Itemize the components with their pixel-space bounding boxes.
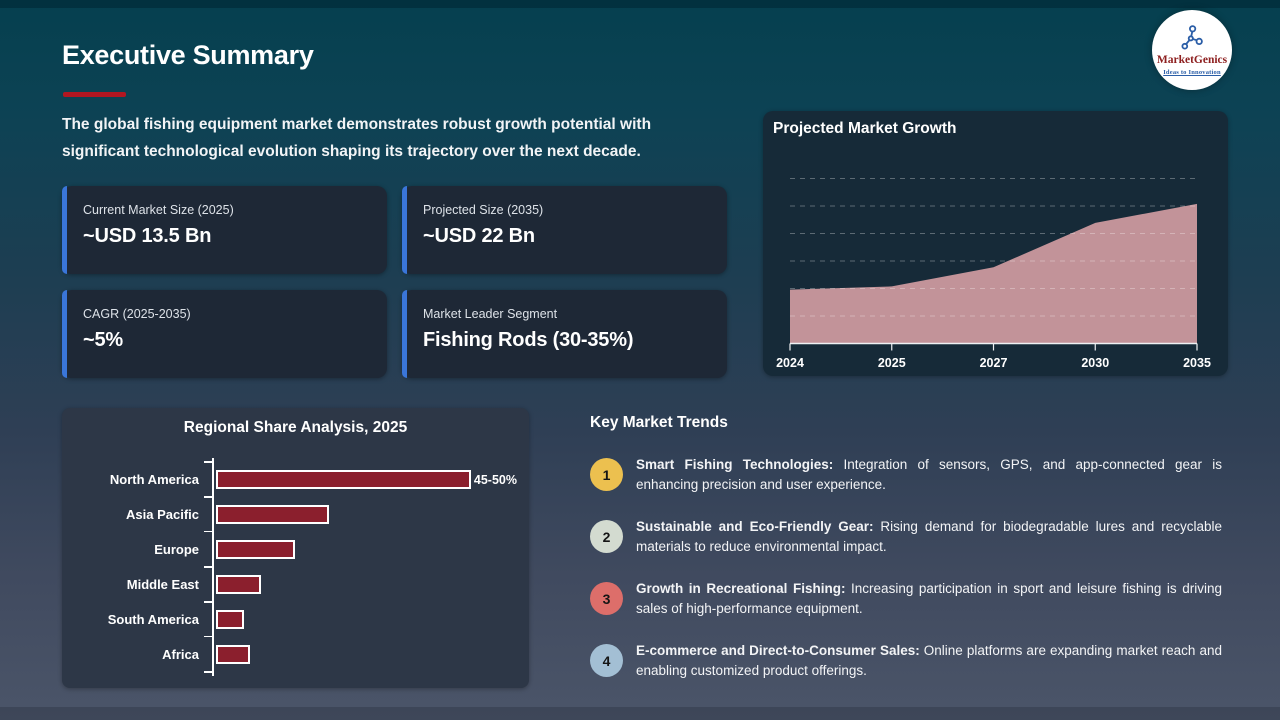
card-accent-bar [62,186,67,274]
bar [216,610,245,629]
bar-rows: North America 45-50% Asia Pacific Europe… [82,462,517,672]
intro-paragraph: The global fishing equipment market demo… [62,116,652,160]
trend-item-sustainable-gear: 2 Sustainable and Eco-Friendly Gear: Ris… [590,517,1222,556]
x-axis-label: 2035 [1183,356,1211,370]
trend-number-badge: 1 [590,458,623,491]
bar-row: Africa [82,637,517,672]
trend-body: Increasing participation in sport and le… [636,581,1222,616]
trend-number-badge: 2 [590,520,623,553]
projected-market-growth-card: Projected Market Growth 2024 2025 2027 2… [763,111,1228,376]
top-edge-band [0,0,1280,8]
x-axis-label: 2030 [1081,356,1110,370]
brand-name: MarketGenics [1156,54,1228,67]
stat-label: Market Leader Segment [423,307,558,321]
y-axis-tick [204,566,212,568]
trend-number-badge: 3 [590,582,623,615]
marketgenics-logo: MarketGenics Ideas to Innovation [1152,10,1232,90]
brand-tagline: Ideas to Innovation [1163,68,1221,76]
section-title: Key Market Trends [590,414,728,431]
x-axis-labels: 2024 2025 2027 2030 2035 [776,356,1211,372]
stat-value: ~USD 22 Bn [423,225,535,247]
y-axis-tick [204,671,212,673]
bar-category-label: Europe [154,542,199,557]
regional-share-analysis-card: Regional Share Analysis, 2025 North Amer… [62,408,529,688]
bar-category-label: North America [109,472,199,487]
trend-lead: Growth in Recreational Fishing: [636,581,846,596]
x-axis-label: 2024 [776,356,804,370]
bar-chart: North America 45-50% Asia Pacific Europe… [82,458,517,676]
area-chart [789,178,1198,354]
chart-title: Regional Share Analysis, 2025 [183,419,408,436]
trend-description: Sustainable and Eco-Friendly Gear: Risin… [636,517,1222,556]
bar-category-label: Asia Pacific [126,507,199,522]
page-title: Executive Summary [62,40,314,70]
y-axis-tick [204,461,212,463]
card-accent-bar [402,186,407,274]
stat-card-grid: Current Market Size (2025) ~USD 13.5 Bn … [62,186,727,378]
x-axis-label: 2025 [877,356,906,370]
stat-card-current-market-size: Current Market Size (2025) ~USD 13.5 Bn [62,186,387,274]
area-chart-canvas [789,178,1198,351]
stat-card-cagr: CAGR (2025-2035) ~5% [62,290,387,378]
title-underline [63,92,126,97]
bar-category-label: South America [107,612,199,627]
trend-body: Rising demand for biodegradable lures an… [636,519,1222,554]
stat-value: Fishing Rods (30-35%) [423,329,634,351]
y-axis-tick [204,496,212,498]
bar-row: North America 45-50% [82,462,517,497]
trend-lead: E-commerce and Direct-to-Consumer Sales: [636,643,920,658]
y-axis-tick [204,635,212,638]
stat-value: ~5% [83,329,123,351]
card-accent-bar [62,290,67,378]
key-market-trends: Key Market Trends 1 Smart Fishing Techno… [590,414,1222,680]
trend-description: E-commerce and Direct-to-Consumer Sales:… [636,641,1222,680]
trend-lead: Sustainable and Eco-Friendly Gear: [636,519,874,534]
trend-body: Integration of sensors, GPS, and app-con… [636,457,1222,492]
stat-card-projected-size: Projected Size (2035) ~USD 22 Bn [402,186,727,274]
stat-card-market-leader: Market Leader Segment Fishing Rods (30-3… [402,290,727,378]
bar-category-label: Middle East [126,577,199,592]
card-accent-bar [402,290,407,378]
stat-label: Projected Size (2035) [423,203,544,217]
trend-item-ecommerce: 4 E-commerce and Direct-to-Consumer Sale… [590,641,1222,680]
bar [216,470,471,489]
stat-value: ~USD 13.5 Bn [83,225,212,247]
network-molecule-icon [1181,25,1203,50]
trend-body: Online platforms are expanding market re… [636,643,1223,678]
bar-value-label: 45-50% [473,472,517,487]
chart-title: Projected Market Growth [773,120,957,137]
trend-description: Smart Fishing Technologies: Integration … [636,455,1222,494]
stat-label: Current Market Size (2025) [83,203,234,217]
trend-item-recreational-fishing: 3 Growth in Recreational Fishing: Increa… [590,579,1222,618]
trend-lead: Smart Fishing Technologies: [636,457,834,472]
bar-row: Middle East [82,567,517,602]
trend-description: Growth in Recreational Fishing: Increasi… [636,579,1222,618]
trend-number-badge: 4 [590,644,623,677]
bar [216,505,330,524]
bar [216,645,250,664]
bar-category-label: Africa [162,647,199,662]
bar-row: Asia Pacific [82,497,517,532]
bottom-edge-band [0,707,1280,720]
stat-label: CAGR (2025-2035) [83,307,191,321]
bar-row: Europe [82,532,517,567]
x-axis-label: 2027 [979,356,1008,370]
y-axis-tick [204,530,212,533]
bar-row: South America [82,602,517,637]
trend-item-smart-fishing: 1 Smart Fishing Technologies: Integratio… [590,455,1222,494]
y-axis-tick [204,601,212,603]
y-axis-line [212,458,214,676]
bar [216,540,296,559]
bar [216,575,262,594]
